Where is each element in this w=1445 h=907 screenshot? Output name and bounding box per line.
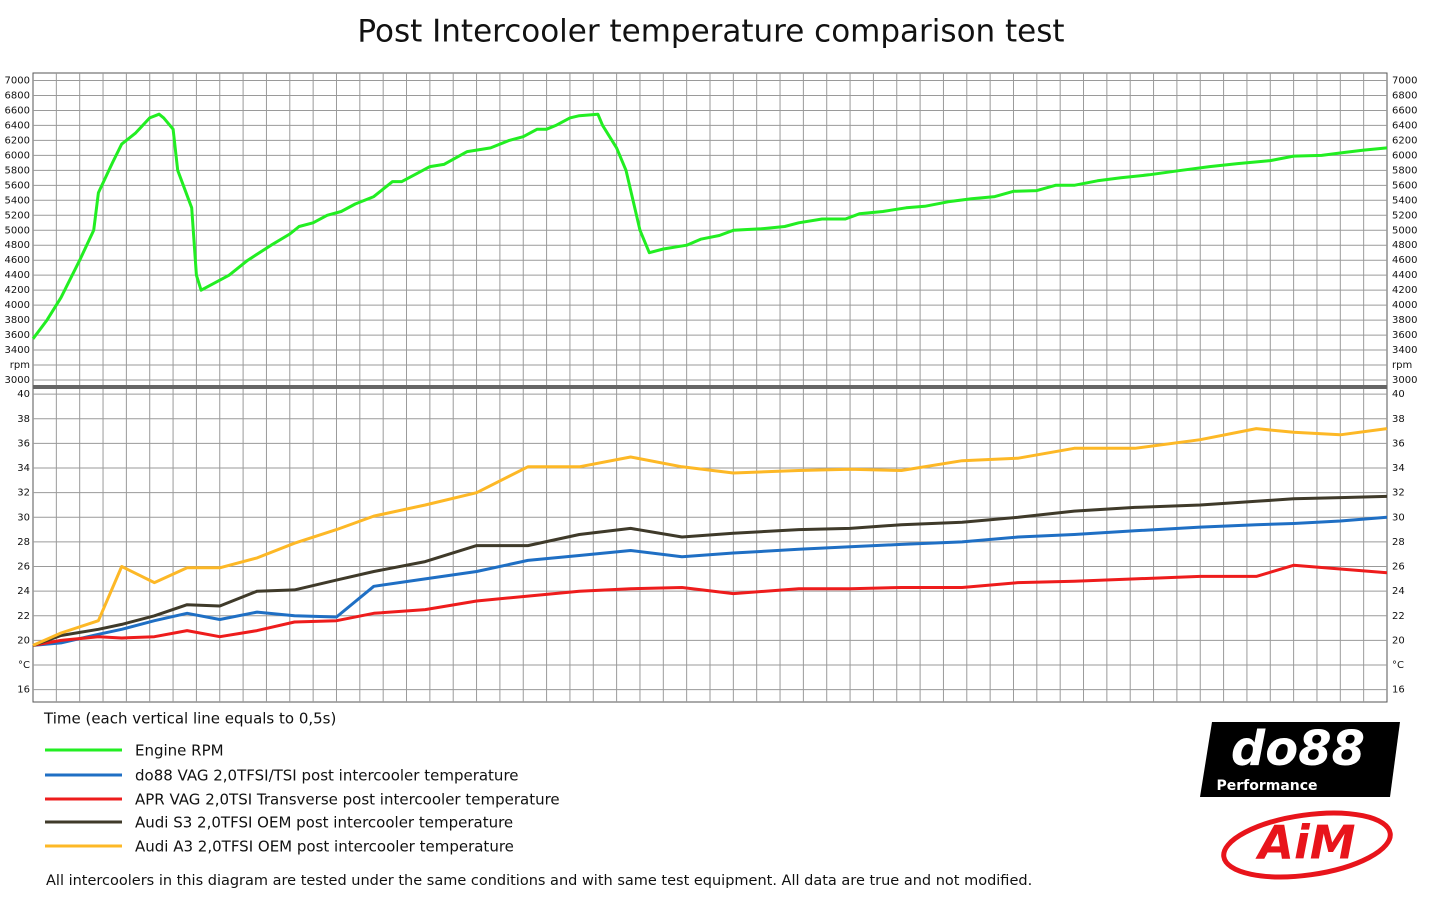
legend-label: do88 VAG 2,0TFSI/TSI post intercooler te… xyxy=(135,767,519,785)
y2-tick-label: 40 xyxy=(1392,389,1405,400)
data-line xyxy=(32,515,1388,647)
y-tick-label: 36 xyxy=(17,438,30,449)
y-tick-label: 4200 xyxy=(5,285,30,296)
line-layer xyxy=(31,112,1388,647)
y2-tick-label: 6600 xyxy=(1392,105,1417,116)
legend-label: Audi S3 2,0TFSI OEM post intercooler tem… xyxy=(135,814,513,832)
y2-tick-label: 38 xyxy=(1392,414,1405,425)
y-tick-label: rpm xyxy=(10,360,30,371)
y-tick-label: 7000 xyxy=(5,75,30,86)
y2-tick-label: 4000 xyxy=(1392,300,1417,311)
legend: Engine RPM do88 VAG 2,0TFSI/TSI post inte… xyxy=(45,742,560,856)
data-line xyxy=(32,427,1388,647)
legend-label: Engine RPM xyxy=(135,742,224,760)
y-tick-label: 5600 xyxy=(5,180,30,191)
data-line xyxy=(32,563,1388,647)
y-tick-label: 26 xyxy=(17,562,30,573)
y-tick-label: 6000 xyxy=(5,150,30,161)
y-tick-label: 40 xyxy=(17,389,30,400)
y-tick-label: 22 xyxy=(17,611,30,622)
y2-tick-label: 36 xyxy=(1392,438,1405,449)
y-tick-label: 3000 xyxy=(5,375,30,386)
y2-tick-label: 7000 xyxy=(1392,75,1417,86)
y2-tick-label: 22 xyxy=(1392,611,1405,622)
y2-tick-label: 5800 xyxy=(1392,165,1417,176)
footnote: All intercoolers in this diagram are tes… xyxy=(46,873,1032,889)
y-tick-label: 6600 xyxy=(5,105,30,116)
y2-tick-label: 4400 xyxy=(1392,270,1417,281)
data-line xyxy=(31,112,1388,340)
y-tick-label: 38 xyxy=(17,414,30,425)
y2-tick-label: 6800 xyxy=(1392,90,1417,101)
y-tick-label: 28 xyxy=(17,537,30,548)
y2-tick-label: 4600 xyxy=(1392,255,1417,266)
y2-tick-label: 26 xyxy=(1392,562,1405,573)
logo-text: do88 xyxy=(1231,721,1365,777)
y-tick-label: 24 xyxy=(17,586,30,597)
y2-tick-label: 28 xyxy=(1392,537,1405,548)
y2-tick-label: rpm xyxy=(1392,360,1412,371)
y2-tick-label: 20 xyxy=(1392,635,1405,646)
y2-tick-label: 3000 xyxy=(1392,375,1417,386)
y-tick-label: 3800 xyxy=(5,315,30,326)
y2-tick-label: 30 xyxy=(1392,512,1405,523)
y2-tick-label: 6400 xyxy=(1392,120,1417,131)
y2-tick-label: 4200 xyxy=(1392,285,1417,296)
y2-tick-label: 32 xyxy=(1392,488,1405,499)
y2-tick-label: 3600 xyxy=(1392,330,1417,341)
y-tick-label: 32 xyxy=(17,488,30,499)
logo-subtext: Performance xyxy=(1216,778,1317,794)
y-tick-label: 5000 xyxy=(5,225,30,236)
y2-tick-label: 5200 xyxy=(1392,210,1417,221)
y2-tick-label: 3400 xyxy=(1392,345,1417,356)
y2-tick-label: 6000 xyxy=(1392,150,1417,161)
y-tick-label: 34 xyxy=(17,463,30,474)
y-tick-label: 3600 xyxy=(5,330,30,341)
y-tick-label: 4400 xyxy=(5,270,30,281)
y-tick-label: 20 xyxy=(17,635,30,646)
y2-tick-label: 5400 xyxy=(1392,195,1417,206)
logo-text: AiM xyxy=(1255,816,1355,870)
panel-separator xyxy=(33,385,1387,389)
y2-tick-label: 3800 xyxy=(1392,315,1417,326)
y2-tick-label: 5600 xyxy=(1392,180,1417,191)
y2-tick-label: 6200 xyxy=(1392,135,1417,146)
y-tick-label: 6800 xyxy=(5,90,30,101)
y2-tick-label: 4800 xyxy=(1392,240,1417,251)
legend-label: Audi A3 2,0TFSI OEM post intercooler tem… xyxy=(135,838,514,856)
y-tick-label: 16 xyxy=(17,685,30,696)
y2-tick-label: 5000 xyxy=(1392,225,1417,236)
x-axis-label: Time (each vertical line equals to 0,5s) xyxy=(43,710,336,728)
logo-box xyxy=(1200,722,1400,797)
y2-tick-label: °C xyxy=(1392,660,1404,671)
chart-title: Post Intercooler temperature comparison … xyxy=(357,14,1064,50)
y2-tick-label: 24 xyxy=(1392,586,1405,597)
y-tick-label: 5200 xyxy=(5,210,30,221)
legend-label: APR VAG 2,0TSI Transverse post intercool… xyxy=(135,791,560,809)
do88-logo: do88 Performance xyxy=(1200,721,1400,797)
y-tick-label: 6400 xyxy=(5,120,30,131)
y-tick-label: 4800 xyxy=(5,240,30,251)
y-tick-label: 6200 xyxy=(5,135,30,146)
y-tick-label: 3400 xyxy=(5,345,30,356)
y-tick-label: 5400 xyxy=(5,195,30,206)
data-line xyxy=(32,494,1388,647)
y-tick-label: 4000 xyxy=(5,300,30,311)
y2-tick-label: 34 xyxy=(1392,463,1405,474)
y-tick-label: °C xyxy=(18,660,30,671)
y-tick-label: 30 xyxy=(17,512,30,523)
logo-ring xyxy=(1221,810,1393,880)
y2-tick-label: 16 xyxy=(1392,685,1405,696)
aim-logo: AiM xyxy=(1221,810,1393,880)
y-tick-label: 5800 xyxy=(5,165,30,176)
y-tick-label: 4600 xyxy=(5,255,30,266)
